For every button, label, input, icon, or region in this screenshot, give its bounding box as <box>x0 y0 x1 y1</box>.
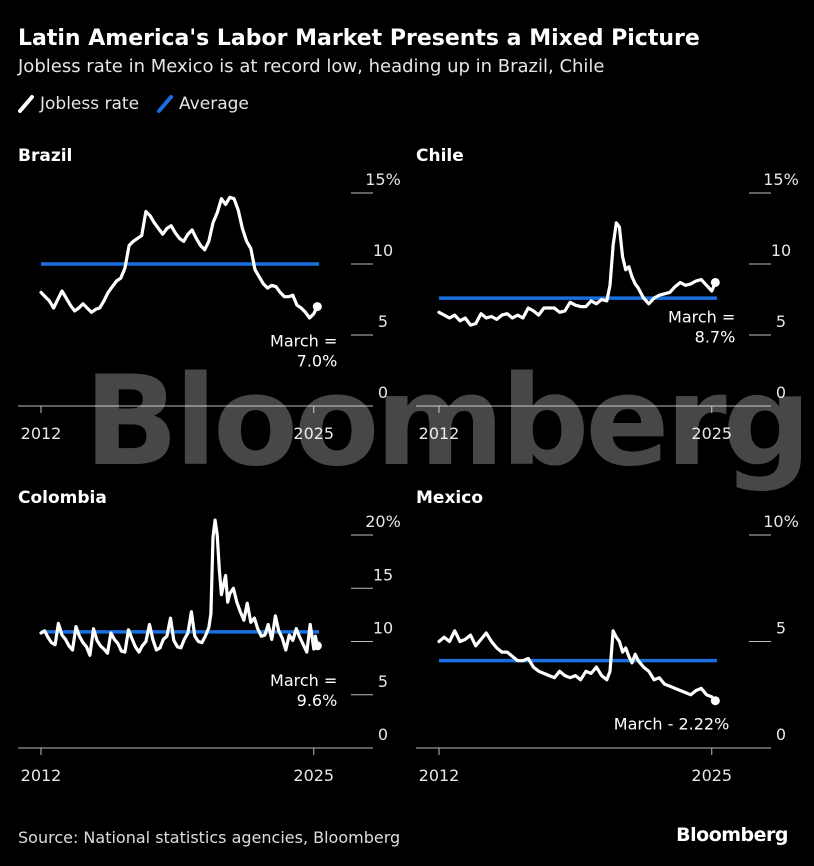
chart-brazil: 0 5 10 15% 2012 2025 March =7.0% <box>18 170 401 443</box>
chart-title: Latin America's Labor Market Presents a … <box>18 26 700 51</box>
legend-label-average: Average <box>179 94 249 114</box>
y-tick-label: 5 <box>378 672 388 691</box>
legend-item-average: Average <box>157 94 249 114</box>
latest-value-annotation: March - 2.22% <box>614 715 730 734</box>
panel-chile: Chile 0 5 10 15% 2012 2025 March = 8.7% <box>416 146 811 476</box>
legend-item-jobless-rate: Jobless rate <box>18 94 139 114</box>
y-tick-label: 0 <box>378 383 388 402</box>
blue-line-swatch-icon <box>157 95 174 113</box>
y-tick-label: 10 <box>373 619 393 638</box>
y-tick-label: 10 <box>771 241 791 260</box>
x-tick-label: 2012 <box>21 424 62 443</box>
legend-label-jobless-rate: Jobless rate <box>40 94 140 114</box>
y-tick-label: 5 <box>378 312 388 331</box>
y-tick-label: 15 <box>373 565 393 584</box>
y-tick-label: 15% <box>763 170 799 189</box>
jobless-rate-line <box>39 518 319 657</box>
x-tick-label: 2012 <box>21 766 62 785</box>
jobless-rate-line <box>437 221 717 327</box>
latest-point-marker <box>710 277 720 287</box>
y-tick-label: 20% <box>365 512 401 531</box>
panel-title-chile: Chile <box>416 146 464 166</box>
legend: Jobless rate Average <box>18 92 267 116</box>
panel-mexico: Mexico 0 5 10% 2012 2025 March - 2.22% <box>416 488 811 818</box>
y-tick-label: 10% <box>763 512 799 531</box>
y-tick-label: 10 <box>373 241 393 260</box>
x-tick-label: 2012 <box>419 424 460 443</box>
latest-value-annotation: 8.7% <box>695 327 736 346</box>
latest-value-annotation: 7.0% <box>297 352 338 371</box>
source-note: Source: National statistics agencies, Bl… <box>18 828 401 847</box>
chart-subtitle: Jobless rate in Mexico is at record low,… <box>18 56 605 77</box>
y-tick-label: 5 <box>776 619 786 638</box>
x-tick-label: 2025 <box>691 424 732 443</box>
x-tick-label: 2025 <box>293 766 334 785</box>
latest-point-marker <box>710 696 720 706</box>
chart-chile: 0 5 10 15% 2012 2025 March =8.7% <box>416 170 799 443</box>
bloomberg-logo: Bloomberg <box>676 824 788 846</box>
latest-value-annotation: March = <box>270 671 337 690</box>
y-tick-label: 15% <box>365 170 401 189</box>
panel-title-colombia: Colombia <box>18 488 107 508</box>
y-tick-label: 0 <box>378 725 388 744</box>
latest-value-annotation: March = <box>270 332 337 351</box>
panel-title-mexico: Mexico <box>416 488 483 508</box>
jobless-rate-line <box>39 195 319 320</box>
x-tick-label: 2025 <box>691 766 732 785</box>
y-tick-label: 5 <box>776 312 786 331</box>
panel-brazil: Brazil 0 5 10 15% 2012 2025 March = 7.0% <box>18 146 413 476</box>
x-tick-label: 2025 <box>293 424 334 443</box>
latest-point-marker <box>312 641 322 651</box>
panel-title-brazil: Brazil <box>18 146 73 166</box>
panel-colombia: Colombia 0 5 10 15 20% 2012 2025 March = 9.6% <box>18 488 413 818</box>
x-tick-label: 2012 <box>419 766 460 785</box>
y-tick-label: 0 <box>776 383 786 402</box>
latest-value-annotation: March = <box>668 307 735 326</box>
latest-point-marker <box>312 302 322 312</box>
jobless-rate-line <box>437 629 717 703</box>
y-tick-label: 0 <box>776 725 786 744</box>
white-line-swatch-icon <box>18 95 34 113</box>
chart-colombia: 0 5 10 15 20% 2012 2025 March =9.6% <box>18 512 401 785</box>
chart-mexico: 0 5 10% 2012 2025 March - 2.22% <box>416 512 799 785</box>
latest-value-annotation: 9.6% <box>297 691 338 710</box>
